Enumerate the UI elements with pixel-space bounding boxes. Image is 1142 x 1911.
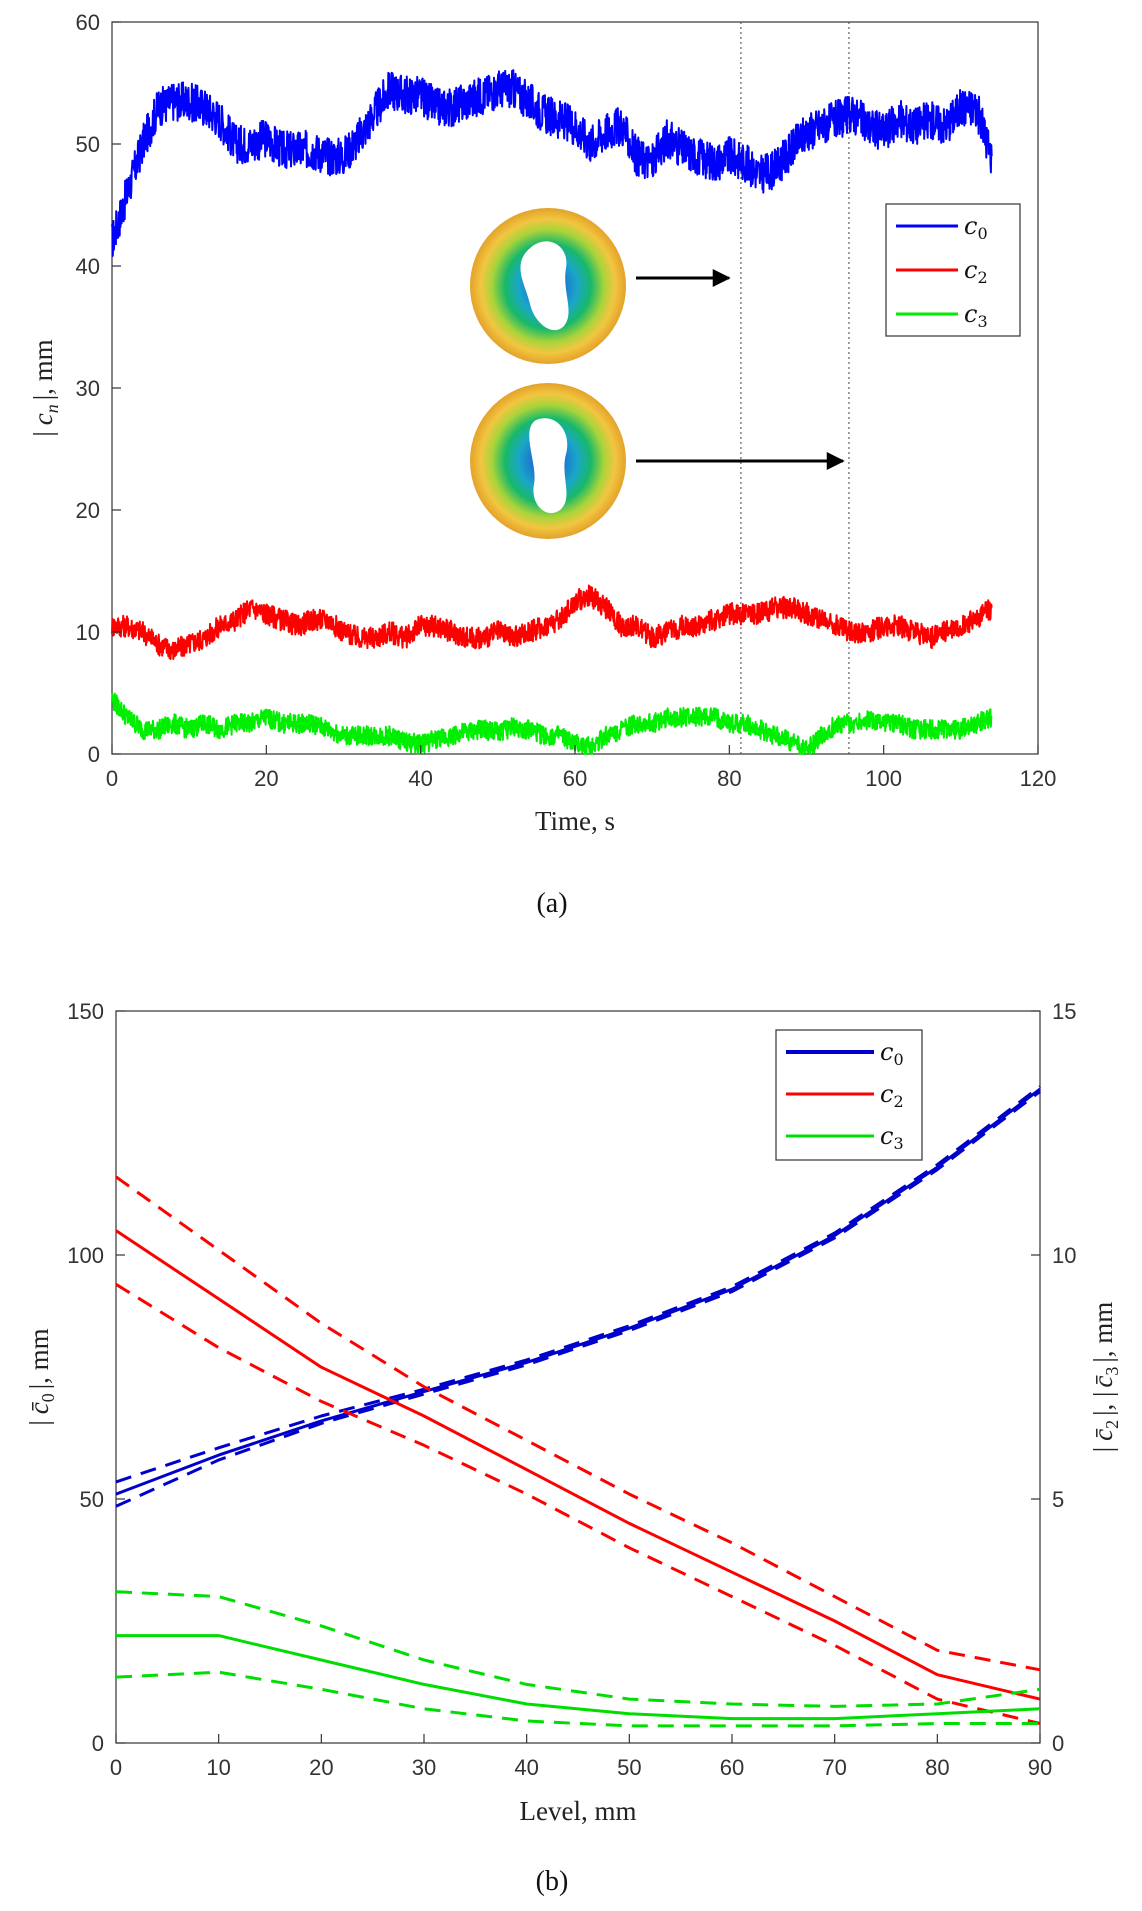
left-y-tick-label: 50 xyxy=(80,1487,104,1512)
legend-label-c2: c2 xyxy=(964,256,988,287)
x-tick-label: 40 xyxy=(514,1755,538,1780)
right-y-tick-label: 0 xyxy=(1052,1731,1064,1756)
legend-label-c3: c3 xyxy=(880,1122,904,1153)
x-tick-label: 10 xyxy=(206,1755,230,1780)
x-tick-label: 60 xyxy=(720,1755,744,1780)
series-line-c2-mean xyxy=(115,1229,1041,1701)
panel-a-y-axis-label: |cn|, mm xyxy=(28,339,62,436)
x-tick-label: 70 xyxy=(822,1755,846,1780)
series-line-c0 xyxy=(111,69,993,257)
x-tick-label: 0 xyxy=(106,766,118,791)
left-y-tick-label: 150 xyxy=(67,999,104,1024)
series-line-c0-upper xyxy=(115,1085,1041,1484)
right-y-tick-label: 15 xyxy=(1052,999,1076,1024)
series-line-c3-upper xyxy=(115,1590,1041,1708)
x-tick-label: 40 xyxy=(408,766,432,791)
panel-b-left-y-axis-label: |c̄0|, mm xyxy=(24,1328,58,1425)
x-tick-label: 100 xyxy=(865,766,902,791)
y-tick-label: 60 xyxy=(76,10,100,35)
legend-entry-c3: c3 xyxy=(896,300,988,331)
series-line-c2-lower xyxy=(115,1283,1041,1725)
y-tick-label: 0 xyxy=(88,742,100,767)
right-y-tick-label: 10 xyxy=(1052,1243,1076,1268)
y-tick-label: 10 xyxy=(76,620,100,645)
panel-a-caption: (a) xyxy=(536,888,567,919)
x-tick-label: 120 xyxy=(1020,766,1057,791)
panel-a: 0 20 40 60 80 100 120 0 10 20 30 40 50 60 c0 c2 xyxy=(28,10,1056,919)
legend-label-c0: c0 xyxy=(880,1038,904,1069)
legend-entry-c0: c0 xyxy=(896,212,988,243)
series-line-c2-upper xyxy=(115,1175,1041,1672)
panel-b-caption: (b) xyxy=(536,1866,569,1897)
left-y-tick-label: 0 xyxy=(92,1731,104,1756)
legend-label-c2: c2 xyxy=(880,1080,904,1111)
legend-label-c0: c0 xyxy=(964,212,988,243)
x-tick-label: 80 xyxy=(717,766,741,791)
left-y-tick-label: 100 xyxy=(67,1243,104,1268)
x-tick-label: 80 xyxy=(925,1755,949,1780)
y-tick-label: 30 xyxy=(76,376,100,401)
series-line-c0-lower xyxy=(115,1090,1041,1508)
y-tick-label: 50 xyxy=(76,132,100,157)
x-tick-label: 20 xyxy=(254,766,278,791)
x-tick-label: 0 xyxy=(110,1755,122,1780)
x-tick-label: 60 xyxy=(563,766,587,791)
series-line-c3 xyxy=(111,692,993,755)
inset-ring-image-2 xyxy=(470,383,626,539)
series-line-c2 xyxy=(111,584,993,661)
legend-entry-c2: c2 xyxy=(896,256,988,287)
panel-b-x-axis-label: Level, mm xyxy=(520,1796,637,1826)
series-line-c3-mean xyxy=(116,1634,1041,1721)
y-tick-label: 20 xyxy=(76,498,100,523)
panel-b-right-y-axis-label: |c̄2|, |c̄3|, mm xyxy=(1088,1302,1122,1453)
legend-label-c3: c3 xyxy=(964,300,988,331)
inset-ring-image-1 xyxy=(470,208,626,364)
legend-entry-c3: c3 xyxy=(786,1122,904,1153)
legend-entry-c0: c0 xyxy=(786,1038,904,1069)
panel-a-legend: c0 c2 c3 xyxy=(885,203,1021,337)
y-tick-label: 40 xyxy=(76,254,100,279)
series-line-c0-mean xyxy=(115,1087,1041,1496)
panel-b-legend: c0 c2 c3 xyxy=(775,1029,923,1161)
x-tick-label: 20 xyxy=(309,1755,333,1780)
x-tick-label: 30 xyxy=(412,1755,436,1780)
panel-a-x-axis-label: Time, s xyxy=(535,806,615,836)
right-y-tick-label: 5 xyxy=(1052,1487,1064,1512)
x-tick-label: 50 xyxy=(617,1755,641,1780)
legend-entry-c2: c2 xyxy=(786,1080,904,1111)
x-tick-label: 90 xyxy=(1028,1755,1052,1780)
